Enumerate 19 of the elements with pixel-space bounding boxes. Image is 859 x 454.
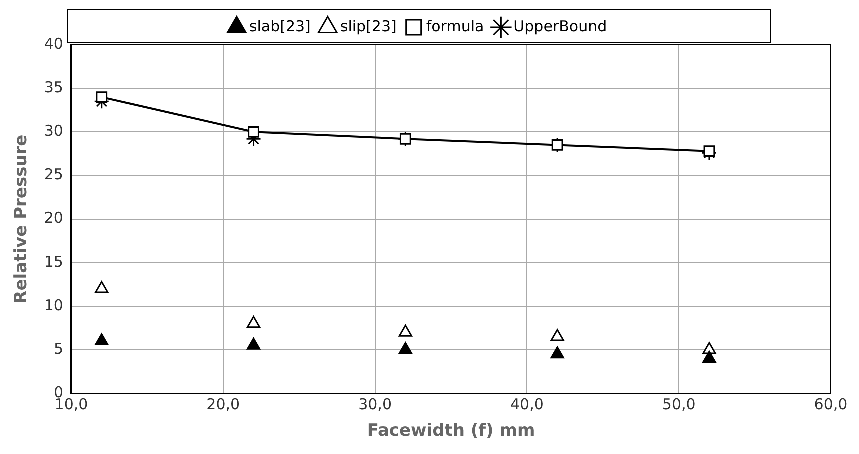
legend-label: UpperBound: [514, 17, 608, 36]
y-tick-label: 35: [44, 78, 64, 96]
legend-label: formula: [426, 17, 484, 36]
y-axis-title: Relative Pressure: [12, 134, 32, 304]
y-tick-label: 40: [44, 34, 64, 53]
x-tick-label: 30,0: [358, 395, 392, 414]
x-tick-label: 50,0: [662, 395, 696, 414]
y-tick-label: 25: [44, 166, 64, 184]
y-tick-label: 30: [44, 122, 64, 140]
y-tick-label: 15: [44, 252, 64, 271]
x-tick-label: 60,0: [814, 395, 848, 414]
legend-label: slip[23]: [340, 17, 397, 36]
x-tick-label: 20,0: [206, 395, 240, 414]
legend-label: slab[23]: [249, 17, 311, 36]
y-tick-label: 5: [54, 340, 64, 358]
x-axis-title: Facewidth (f) mm: [367, 421, 536, 442]
y-tick-label: 20: [44, 209, 64, 228]
x-tick-label: 40,0: [510, 395, 544, 414]
y-tick-label: 10: [44, 296, 64, 314]
